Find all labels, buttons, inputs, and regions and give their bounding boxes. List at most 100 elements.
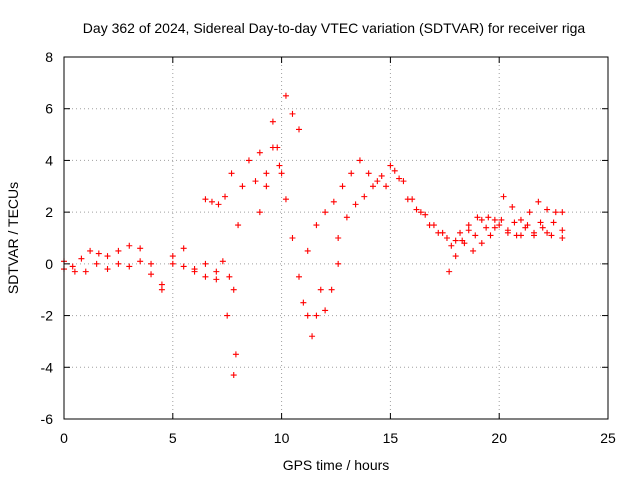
data-point bbox=[93, 260, 100, 267]
data-point bbox=[478, 216, 485, 223]
data-point bbox=[148, 271, 155, 278]
data-point bbox=[158, 281, 165, 288]
data-point bbox=[491, 216, 498, 223]
data-point bbox=[82, 268, 89, 275]
x-tick-label: 25 bbox=[600, 430, 616, 446]
data-point bbox=[550, 219, 557, 226]
data-point bbox=[296, 126, 303, 133]
data-point bbox=[478, 240, 485, 247]
data-point bbox=[348, 170, 355, 177]
data-point bbox=[148, 260, 155, 267]
data-point bbox=[289, 110, 296, 117]
data-point bbox=[496, 222, 503, 229]
data-point bbox=[328, 286, 335, 293]
series-track-e bbox=[335, 162, 566, 249]
data-point bbox=[300, 299, 307, 306]
data-point bbox=[387, 162, 394, 169]
data-point bbox=[339, 183, 346, 190]
data-point bbox=[537, 219, 544, 226]
data-point bbox=[191, 268, 198, 275]
data-point bbox=[239, 183, 246, 190]
data-point bbox=[539, 224, 546, 231]
data-point bbox=[104, 266, 111, 273]
data-point bbox=[426, 222, 433, 229]
y-tick-label: -4 bbox=[41, 359, 54, 375]
data-point bbox=[498, 216, 505, 223]
data-point bbox=[263, 170, 270, 177]
y-tick-label: 0 bbox=[45, 256, 53, 272]
data-point bbox=[517, 216, 524, 223]
data-point bbox=[465, 222, 472, 229]
data-point bbox=[559, 235, 566, 241]
data-point bbox=[235, 222, 242, 229]
data-point bbox=[459, 237, 466, 244]
data-point bbox=[245, 157, 252, 164]
data-point bbox=[313, 222, 320, 229]
data-point bbox=[256, 209, 263, 216]
data-point bbox=[483, 224, 490, 231]
data-point bbox=[491, 224, 498, 231]
data-point bbox=[202, 260, 209, 267]
chart-title: Day 362 of 2024, Sidereal Day-to-day VTE… bbox=[83, 20, 586, 36]
data-point bbox=[544, 229, 551, 236]
series-track-f bbox=[304, 157, 566, 254]
y-tick-labels: -6 -4 -2 0 2 4 6 8 bbox=[41, 49, 54, 427]
data-point bbox=[330, 198, 337, 205]
series-track-a bbox=[61, 242, 237, 293]
data-point bbox=[213, 276, 220, 283]
data-point bbox=[269, 118, 276, 125]
x-tick-label: 15 bbox=[383, 430, 399, 446]
data-point bbox=[548, 232, 555, 239]
data-point bbox=[276, 162, 283, 169]
data-point bbox=[126, 263, 133, 270]
data-point bbox=[391, 167, 398, 174]
y-tick-label: -6 bbox=[41, 411, 54, 427]
y-tick-label: 4 bbox=[45, 152, 53, 168]
data-point bbox=[304, 247, 311, 254]
data-point bbox=[435, 229, 442, 236]
data-point bbox=[485, 214, 492, 221]
data-point bbox=[457, 229, 464, 236]
data-point bbox=[365, 170, 372, 177]
data-point bbox=[169, 260, 176, 267]
data-point bbox=[313, 312, 320, 319]
data-point bbox=[322, 307, 329, 314]
data-point bbox=[552, 209, 559, 216]
data-point bbox=[509, 203, 516, 210]
data-point bbox=[104, 253, 111, 260]
data-point bbox=[452, 253, 459, 260]
y-tick-label: 2 bbox=[45, 204, 53, 220]
y-tick-label: -2 bbox=[41, 308, 54, 324]
data-point bbox=[526, 209, 533, 216]
data-point bbox=[230, 286, 237, 293]
y-tick-label: 6 bbox=[45, 101, 53, 117]
data-point bbox=[226, 273, 233, 280]
data-point bbox=[202, 273, 209, 280]
data-point bbox=[115, 260, 122, 267]
data-point bbox=[232, 351, 239, 358]
data-point bbox=[559, 209, 566, 216]
data-point bbox=[378, 172, 385, 179]
data-point bbox=[448, 242, 455, 249]
data-point bbox=[356, 157, 363, 164]
data-point bbox=[472, 232, 479, 239]
data-point bbox=[335, 260, 342, 267]
data-point bbox=[202, 196, 209, 203]
data-point bbox=[422, 211, 429, 218]
data-point bbox=[474, 214, 481, 221]
data-point bbox=[296, 273, 303, 280]
data-point bbox=[443, 235, 450, 241]
data-point bbox=[71, 268, 78, 275]
data-point bbox=[263, 183, 270, 190]
data-point bbox=[352, 201, 359, 208]
data-point bbox=[544, 206, 551, 213]
data-point bbox=[400, 178, 407, 185]
data-point bbox=[309, 333, 316, 340]
data-point bbox=[524, 222, 531, 229]
data-point bbox=[409, 196, 416, 203]
data-point bbox=[158, 286, 165, 293]
data-point bbox=[446, 268, 453, 275]
series-track-b bbox=[61, 258, 231, 319]
data-point bbox=[535, 198, 542, 205]
